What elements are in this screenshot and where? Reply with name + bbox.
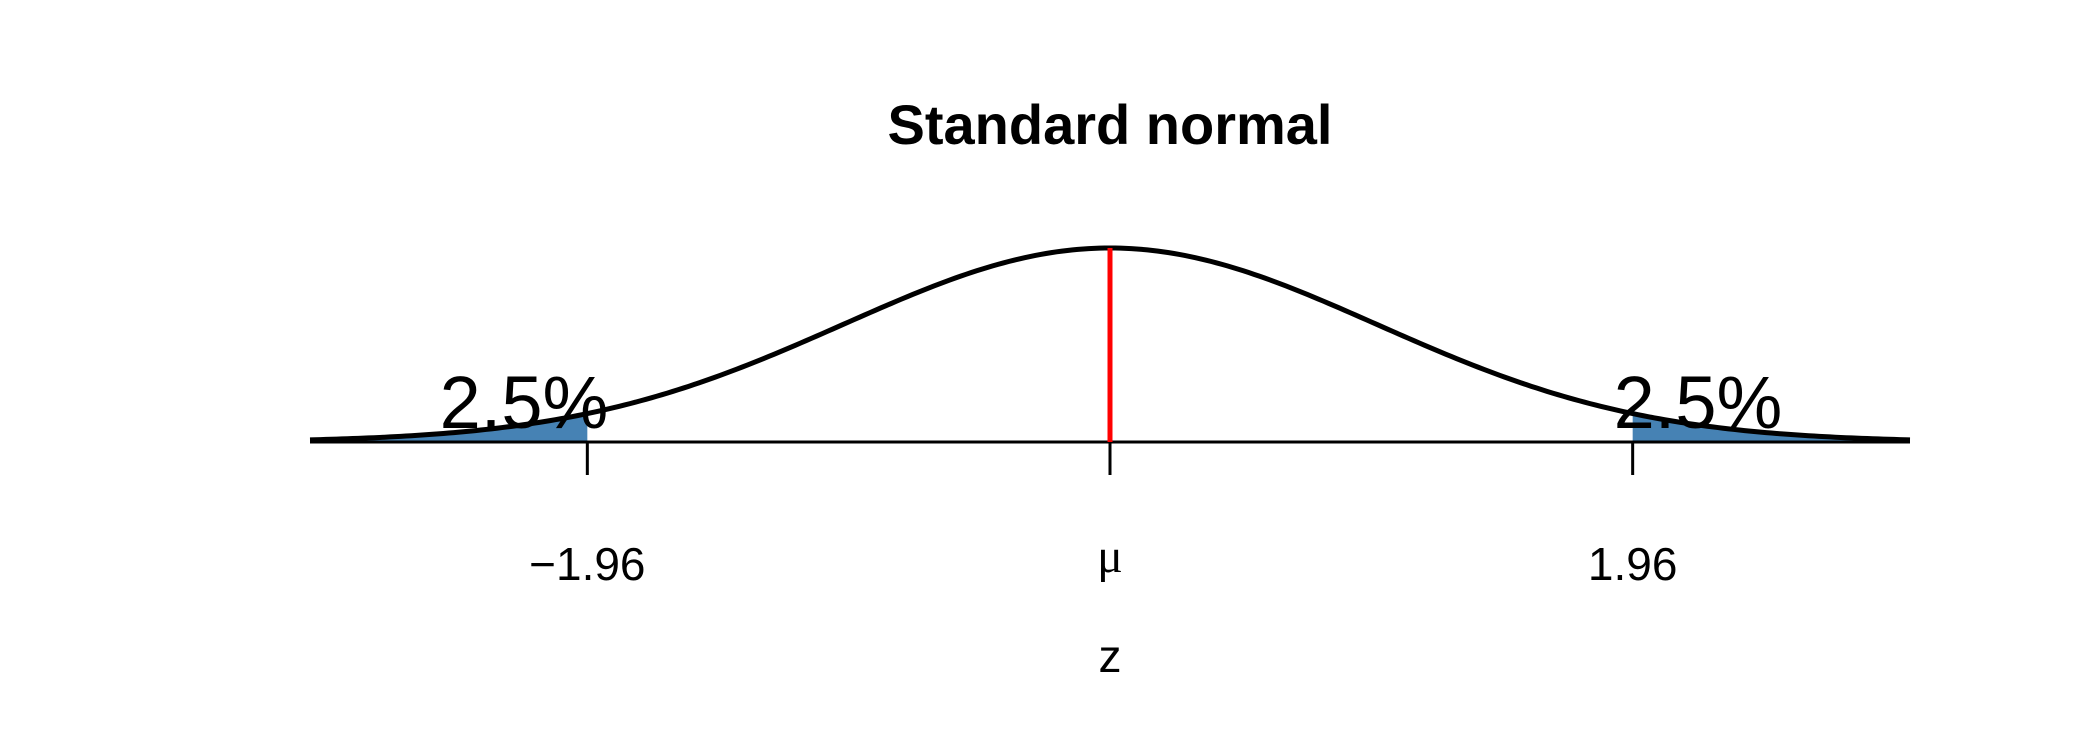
tail-percent-labels: 2.5% 2.5%	[440, 361, 1783, 444]
x-tick-label: 1.96	[1588, 538, 1678, 590]
left-tail-area	[310, 413, 588, 442]
chart-title: Standard normal	[888, 93, 1333, 156]
tail-percent-label: 2.5%	[1614, 361, 1783, 444]
x-tick-label: μ	[1097, 530, 1123, 583]
x-axis-label: z	[1099, 630, 1122, 682]
x-axis-ticks: −1.96 μ 1.96	[529, 442, 1677, 590]
right-tail-area	[1632, 413, 1910, 442]
x-tick-label: −1.96	[529, 538, 645, 590]
tail-percent-label: 2.5%	[440, 361, 609, 444]
